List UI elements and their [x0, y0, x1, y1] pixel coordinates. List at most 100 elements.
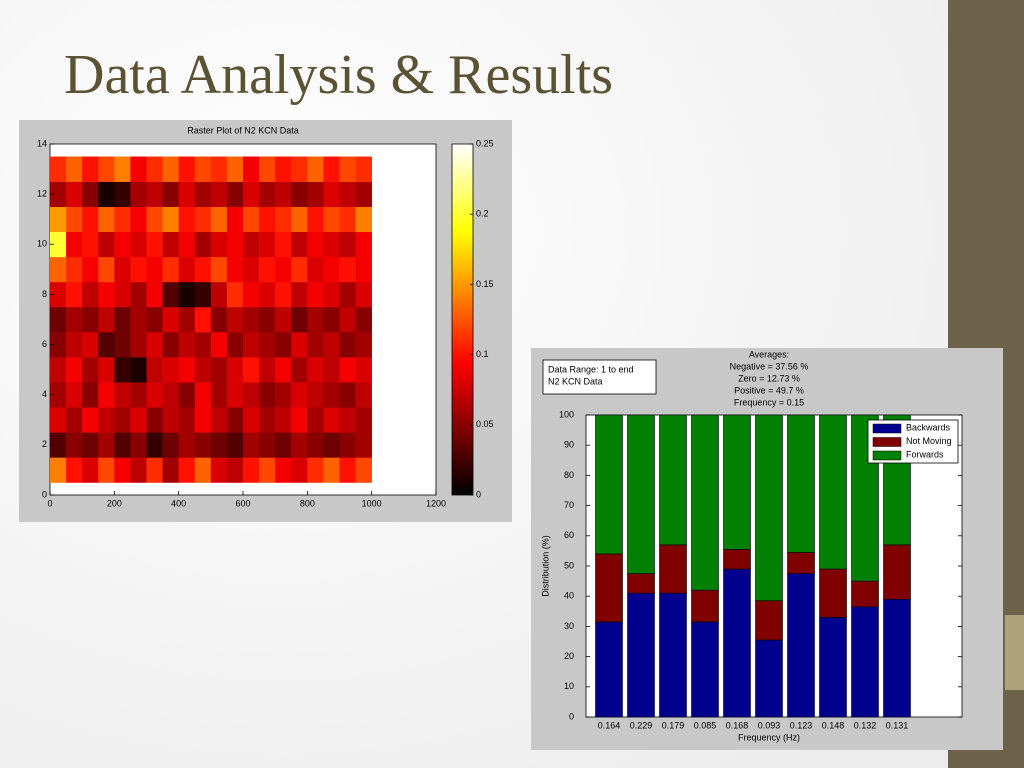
slide-title: Data Analysis & Results: [64, 44, 613, 106]
heat-cell: [66, 306, 83, 333]
heat-cell: [114, 357, 131, 383]
heat-cell: [323, 306, 340, 333]
bar-segment: [691, 589, 719, 623]
heat-cell: [210, 256, 228, 283]
heat-cell: [178, 281, 196, 308]
heat-cell: [275, 156, 292, 182]
y-tick-label: 30: [564, 621, 574, 631]
heat-cell: [82, 457, 99, 483]
heat-cell: [82, 156, 99, 182]
heat-cell: [323, 181, 340, 207]
y-tick-label: 10: [37, 239, 47, 249]
heat-cell: [226, 281, 244, 308]
heat-cell: [146, 382, 163, 408]
legend-swatch: [872, 423, 902, 434]
heat-cell: [275, 256, 292, 283]
heat-cell: [130, 357, 147, 383]
heat-cell: [243, 357, 260, 383]
x-tick-label: 0.085: [694, 720, 717, 730]
y-tick-label: 90: [564, 440, 574, 450]
heat-cell: [178, 306, 196, 333]
heat-cell: [339, 231, 356, 258]
bar-segment: [723, 568, 751, 718]
heat-cell: [355, 206, 372, 233]
heat-cell: [130, 206, 147, 233]
heat-cell: [194, 407, 212, 433]
heat-cell: [130, 181, 147, 207]
bar-segment: [595, 414, 623, 555]
heat-cell: [146, 256, 163, 283]
heat-cell: [307, 256, 324, 283]
heat-cell: [162, 382, 179, 408]
heat-cell: [114, 432, 131, 458]
heat-cell: [226, 156, 244, 182]
heat-cell: [355, 382, 372, 408]
heat-cell: [130, 432, 147, 458]
heat-cell: [178, 156, 196, 182]
heat-cell: [82, 181, 99, 207]
heat-cell: [50, 281, 67, 308]
y-tick-label: 14: [37, 138, 47, 148]
heat-cell: [50, 432, 67, 458]
heat-cell: [114, 457, 131, 483]
bar-segment: [627, 573, 655, 594]
bar-segment: [851, 606, 879, 718]
colorbar-tick-label: 0.25: [476, 138, 494, 148]
heat-cell: [98, 256, 115, 283]
heat-cell: [162, 357, 179, 383]
y-tick-label: 100: [559, 409, 574, 419]
y-tick-label: 80: [564, 470, 574, 480]
heat-cell: [82, 382, 99, 408]
heat-cell: [162, 181, 179, 207]
heat-cell: [243, 206, 260, 233]
heat-cell: [210, 281, 228, 308]
bar-segment: [691, 414, 719, 591]
annotation: Positive = 49.7 %: [734, 385, 804, 395]
heat-cell: [146, 306, 163, 333]
x-tick-label: 0.229: [630, 720, 653, 730]
heat-cell: [82, 332, 99, 358]
heat-cell: [226, 206, 244, 233]
bar-segment: [819, 568, 847, 618]
heat-cell: [210, 206, 228, 233]
heat-cell: [162, 206, 179, 233]
heat-cell: [66, 357, 83, 383]
bar-segment: [819, 414, 847, 570]
bar-segment: [851, 580, 879, 608]
heat-cell: [323, 382, 340, 408]
heat-cell: [98, 457, 115, 483]
chart-title: Raster Plot of N2 KCN Data: [187, 125, 299, 135]
heat-cell: [194, 357, 212, 383]
heat-cell: [66, 256, 83, 283]
heat-cell: [114, 281, 131, 308]
heat-cell: [178, 432, 196, 458]
heat-cell: [114, 382, 131, 408]
x-tick-label: 1200: [426, 498, 446, 508]
heat-cell: [243, 306, 260, 333]
heat-cell: [259, 256, 276, 283]
heat-cell: [194, 457, 212, 483]
heat-cell: [66, 457, 83, 483]
colorbar-tick-label: 0.15: [476, 279, 494, 289]
heat-cell: [178, 181, 196, 207]
bar-segment: [787, 573, 815, 718]
heat-cell: [146, 357, 163, 383]
heat-cell: [355, 457, 372, 483]
legend-label: Forwards: [906, 449, 944, 459]
x-tick-label: 400: [171, 498, 186, 508]
colorbar-tick-label: 0.05: [476, 419, 494, 429]
heat-cell: [339, 432, 356, 458]
heat-cell: [275, 181, 292, 207]
bar-segment: [723, 414, 751, 550]
heat-cell: [66, 181, 83, 207]
heat-cell: [98, 357, 115, 383]
heat-cell: [226, 332, 244, 358]
heat-cell: [226, 231, 244, 258]
heat-cell: [114, 231, 131, 258]
heat-cell: [339, 181, 356, 207]
heat-cell: [275, 382, 292, 408]
x-tick-label: 0.132: [854, 720, 877, 730]
heat-cell: [226, 382, 244, 408]
heat-cell: [339, 382, 356, 408]
heat-cell: [114, 306, 131, 333]
